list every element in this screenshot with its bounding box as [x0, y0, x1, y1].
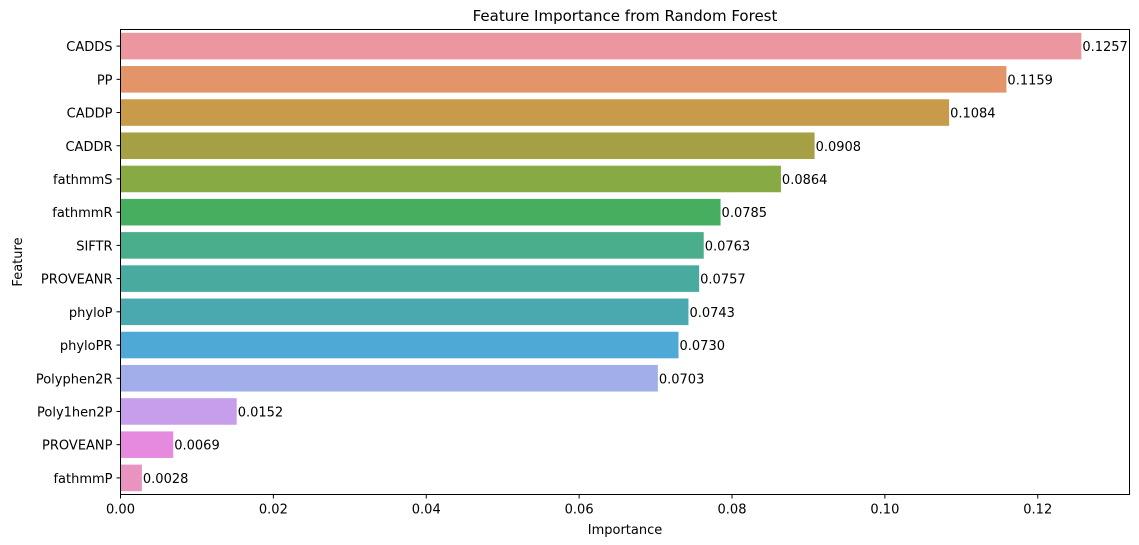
x-tick-label: 0.02: [259, 503, 288, 518]
y-tick-label-CADDP: CADDP: [67, 107, 113, 122]
y-axis-label: Feature: [11, 237, 26, 286]
x-tick-label: 0.04: [412, 503, 441, 518]
x-tick-label: 0.08: [718, 503, 747, 518]
y-tick-label-PROVEANP: PROVEANP: [42, 439, 113, 454]
x-tick-label: 0.06: [565, 503, 594, 518]
value-label-PROVEANP: 0.0069: [174, 439, 220, 454]
chart-title: Feature Importance from Random Forest: [473, 7, 778, 25]
y-tick-label-PP: PP: [97, 73, 113, 88]
plot-frame: [120, 29, 1130, 495]
bar-CADDS: [120, 32, 1082, 60]
bar-fathmmS: [120, 165, 781, 193]
value-label-CADDS: 0.1257: [1082, 40, 1128, 55]
y-tick-label-fathmmP: fathmmP: [53, 472, 112, 487]
value-label-fathmmR: 0.0785: [722, 206, 768, 221]
y-tick-label-CADDS: CADDS: [66, 40, 112, 55]
value-label-CADDR: 0.0908: [816, 140, 862, 155]
bar-CADDR: [120, 132, 815, 160]
bar-fathmmP: [120, 464, 142, 492]
value-label-PP: 0.1159: [1007, 73, 1053, 88]
bar-phyloP: [120, 298, 689, 326]
y-tick-label-phyloP: phyloP: [69, 306, 113, 321]
y-tick-label-CADDR: CADDR: [65, 140, 112, 155]
bar-PROVEANR: [120, 265, 700, 292]
y-tick-label-PROVEANR: PROVEANR: [41, 273, 113, 288]
x-tick-label: 0.10: [870, 503, 899, 518]
bar-PP: [120, 66, 1007, 93]
x-axis-label: Importance: [588, 523, 663, 538]
value-labels-layer: 0.1257 0.1159 0.1084 0.0908 0.0864 0.0785 0.07…: [143, 40, 1128, 487]
y-tick-label-phyloPR: phyloPR: [60, 339, 113, 354]
y-tick-label-fathmmR: fathmmR: [52, 206, 112, 221]
value-label-CADDP: 0.1084: [950, 107, 996, 122]
bar-fathmmR: [120, 198, 721, 226]
x-ticks-layer: 0.00 0.02 0.04 0.06 0.08 0.10 0.12: [106, 494, 1052, 518]
bars-layer: [120, 32, 1082, 492]
bar-CADDP: [120, 99, 950, 126]
bar-Polyphen2R: [120, 364, 658, 392]
value-label-PROVEANR: 0.0757: [700, 273, 746, 288]
y-tick-label-SIFTR: SIFTR: [76, 239, 112, 254]
value-label-SIFTR: 0.0763: [705, 239, 751, 254]
bar-PROVEANP: [120, 431, 174, 458]
value-label-fathmmP: 0.0028: [143, 472, 189, 487]
value-label-phyloPR: 0.0730: [680, 339, 726, 354]
bar-phyloPR: [120, 331, 679, 359]
y-tick-label-fathmmS: fathmmS: [53, 173, 112, 188]
y-ticks-layer: CADDS PP CADDP CADDR fathmmS fathmmR SIFTR PROV…: [36, 40, 121, 487]
x-tick-label: 0.12: [1023, 503, 1052, 518]
x-tick-label: 0.00: [106, 503, 135, 518]
y-tick-label-Polyphen2R: Polyphen2R: [36, 372, 113, 387]
y-tick-label-Poly1hen2P: Poly1hen2P: [37, 405, 113, 420]
value-label-Poly1hen2P: 0.0152: [238, 405, 283, 420]
bar-Poly1hen2P: [120, 398, 237, 425]
value-label-Polyphen2R: 0.0703: [659, 372, 705, 387]
bar-SIFTR: [120, 232, 704, 259]
value-label-phyloP: 0.0743: [689, 306, 735, 321]
value-label-fathmmS: 0.0864: [782, 173, 828, 188]
